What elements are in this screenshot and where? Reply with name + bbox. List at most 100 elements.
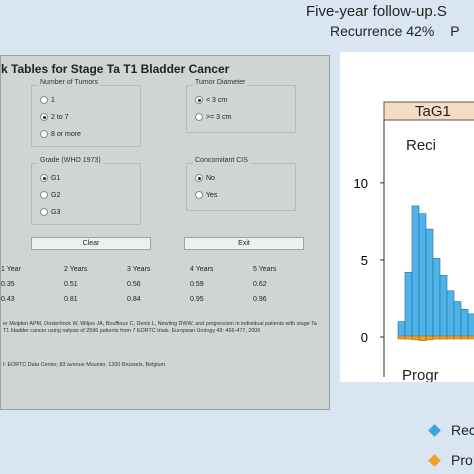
- recurrence-bar: [460, 308, 469, 338]
- recurrence-bar: [446, 290, 455, 338]
- option-label: No: [206, 174, 215, 182]
- year-header: 4 Years: [190, 266, 214, 273]
- recurrence-bar: [397, 321, 406, 338]
- grade-option-1[interactable]: G1: [40, 174, 60, 182]
- progression-value: 0.43: [1, 296, 15, 303]
- option-label: 1: [51, 96, 55, 104]
- legend-label: Pro: [451, 452, 473, 468]
- recurrence-value: 0.62: [253, 281, 267, 288]
- y-tick-label: 0: [361, 330, 368, 345]
- radio-selected-icon: [195, 174, 203, 182]
- tumors-option-3[interactable]: 8 or more: [40, 130, 81, 138]
- recurrence-bar: [453, 301, 462, 338]
- window-title: k Tables for Stage Ta T1 Bladder Cancer: [1, 62, 230, 76]
- year-header: 1 Year: [1, 266, 21, 273]
- grade-group-label: Grade (WHO 1973): [38, 157, 103, 164]
- clear-button[interactable]: Clear: [31, 237, 151, 250]
- recurrence-bar: [467, 313, 474, 338]
- radio-selected-icon: [40, 174, 48, 182]
- progression-bar: [467, 335, 474, 340]
- progression-bar: [453, 335, 462, 340]
- recurrence-value: 0.51: [64, 281, 78, 288]
- legend-label: Rec: [451, 422, 474, 438]
- diamond-icon: [428, 423, 441, 437]
- progression-value: 0.95: [190, 296, 204, 303]
- cis-group: Concomitant CIS No Yes: [186, 157, 296, 211]
- option-label: G2: [51, 191, 61, 199]
- recurrence-bar: [425, 228, 434, 338]
- progression-value: 0.84: [127, 296, 141, 303]
- strip-header: [383, 101, 474, 121]
- diameter-option-1[interactable]: < 3 cm: [195, 96, 227, 104]
- recurrence-bar: [418, 213, 427, 338]
- recurrence-bar: [411, 205, 420, 338]
- radio-icon: [40, 191, 48, 199]
- legend-item-pro: Pro: [428, 452, 473, 468]
- year-header: 2 Years: [64, 266, 88, 273]
- progression-value: 0.81: [64, 296, 78, 303]
- option-label: < 3 cm: [206, 96, 228, 104]
- recurrence-panel-label: Reci: [406, 137, 436, 154]
- progression-bar: [432, 335, 441, 340]
- year-header: 3 Years: [127, 266, 151, 273]
- y-tick-label: 10: [354, 176, 368, 191]
- year-header: 5 Years: [253, 266, 277, 273]
- radio-icon: [195, 191, 203, 199]
- subtitle-value: 42%: [406, 23, 435, 39]
- strip-label: TaG1: [415, 103, 451, 120]
- recurrence-value: 0.56: [127, 281, 141, 288]
- cis-group-label: Concomitant CIS: [193, 157, 250, 164]
- recurrence-value: 0.35: [1, 281, 15, 288]
- histogram-panel: TaG1 Reci Progr 10 5 0: [340, 52, 474, 384]
- radio-selected-icon: [40, 113, 48, 121]
- option-label: >= 3 cm: [206, 113, 232, 121]
- subtitle-label: Recurrence: [330, 23, 403, 39]
- progression-value: 0.96: [253, 296, 267, 303]
- option-label: 2 to 7: [51, 113, 69, 121]
- diamond-icon: [428, 453, 441, 467]
- contact-text: t: EORTC Data Center, 83 avenue Mounier,…: [3, 362, 167, 368]
- tumors-option-2[interactable]: 2 to 7: [40, 113, 69, 121]
- option-label: 8 or more: [51, 130, 81, 138]
- diameter-group-label: Tumor Diameter: [193, 79, 248, 86]
- grade-option-2[interactable]: G2: [40, 191, 60, 199]
- progression-bar: [411, 335, 420, 341]
- exit-button[interactable]: Exit: [184, 237, 304, 250]
- progression-bar: [460, 335, 469, 340]
- progression-bar: [418, 335, 427, 341]
- figure-subtitle: Recurrence 42% P: [330, 23, 460, 39]
- option-label: Yes: [206, 191, 218, 199]
- tumors-option-1[interactable]: 1: [40, 96, 55, 104]
- tumors-group: Number of Tumors 1 2 to 7 8 or more: [31, 79, 141, 147]
- recurrence-value: 0.59: [190, 281, 204, 288]
- recurrence-bar: [404, 271, 413, 338]
- radio-icon: [40, 208, 48, 216]
- radio-icon: [40, 96, 48, 104]
- y-tick-label: 5: [361, 253, 368, 268]
- radio-icon: [40, 130, 48, 138]
- recurrence-bar: [432, 258, 441, 338]
- progression-bar: [446, 335, 455, 340]
- tumors-group-label: Number of Tumors: [38, 79, 100, 86]
- cis-option-2[interactable]: Yes: [195, 191, 217, 199]
- option-label: G1: [51, 174, 61, 182]
- legend-item-rec: Rec: [428, 422, 474, 438]
- option-label: G3: [51, 208, 61, 216]
- progression-panel-label: Progr: [402, 367, 439, 382]
- radio-selected-icon: [195, 96, 203, 104]
- risk-calculator-window: k Tables for Stage Ta T1 Bladder Cancer …: [0, 55, 330, 410]
- diameter-option-2[interactable]: >= 3 cm: [195, 113, 231, 121]
- subtitle-extra: P: [450, 23, 460, 39]
- progression-bar: [397, 335, 406, 340]
- histogram-chart: TaG1 Reci Progr 10 5 0: [354, 101, 474, 384]
- diameter-group: Tumor Diameter < 3 cm >= 3 cm: [186, 79, 296, 133]
- progression-bar: [425, 335, 434, 341]
- cis-option-1[interactable]: No: [195, 174, 215, 182]
- radio-icon: [195, 113, 203, 121]
- figure-title: Five-year follow-up.S: [306, 3, 447, 20]
- grade-group: Grade (WHO 1973) G1 G2 G3: [31, 157, 141, 225]
- reference-text: er Meijden APM, Oosterlinck W, Witjes JA…: [3, 321, 317, 334]
- grade-option-3[interactable]: G3: [40, 208, 60, 216]
- recurrence-bar: [439, 275, 448, 338]
- progression-bar: [404, 335, 413, 340]
